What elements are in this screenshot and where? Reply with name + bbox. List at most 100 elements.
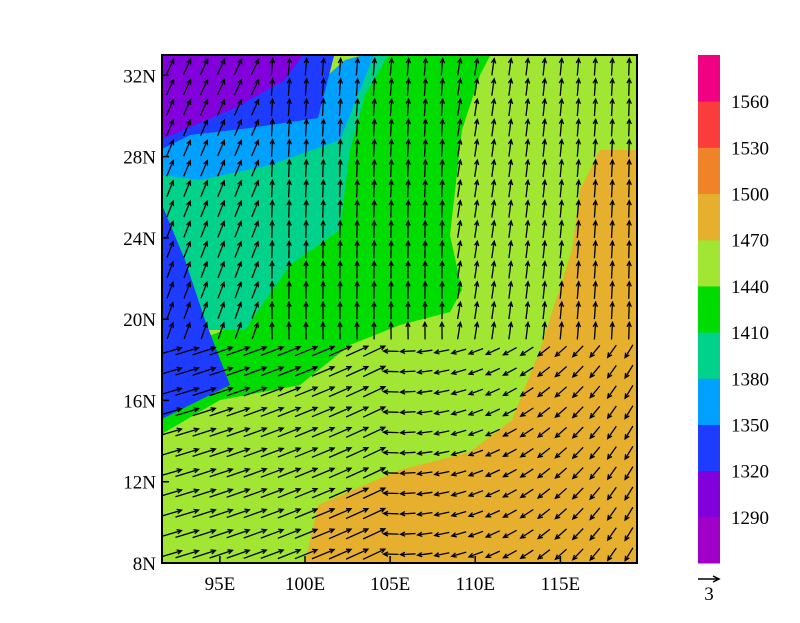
wind-arrow <box>337 158 343 178</box>
wind-arrow <box>199 57 209 75</box>
wind-arrow <box>354 117 361 137</box>
wind-arrow <box>502 367 517 376</box>
wind-arrow <box>422 219 428 238</box>
wind-arrow <box>541 239 548 259</box>
wind-arrow <box>536 346 551 357</box>
wind-arrow <box>251 159 260 177</box>
wind-arrow <box>554 345 568 358</box>
wind-arrow <box>260 345 285 357</box>
wind-arrow <box>592 56 599 76</box>
wind-arrow <box>507 199 514 218</box>
wind-arrow <box>175 447 200 457</box>
wind-arrow <box>294 447 319 458</box>
wind-arrow <box>354 178 360 198</box>
wind-arrow <box>405 280 411 299</box>
wind-arrow <box>345 386 370 398</box>
wind-arrow <box>422 320 428 340</box>
wind-arrow <box>165 57 175 75</box>
wind-arrow <box>388 300 394 320</box>
wind-arrow <box>473 158 480 177</box>
wind-vectors <box>162 56 634 562</box>
wind-arrow <box>303 320 309 340</box>
wind-arrow <box>433 369 450 375</box>
wind-arrow <box>250 78 260 96</box>
wind-arrow <box>362 365 387 378</box>
wind-arrow <box>337 117 344 137</box>
wind-arrow <box>536 386 551 398</box>
wind-arrow <box>166 179 175 197</box>
wind-arrow <box>354 280 360 299</box>
wind-arrow <box>192 488 217 498</box>
wind-arrow <box>507 260 514 279</box>
wind-arrow <box>277 548 302 560</box>
wind-arrow <box>311 487 336 499</box>
wind-arrow <box>405 320 411 340</box>
wind-arrow <box>490 97 497 117</box>
wind-arrow <box>609 56 615 76</box>
wind-arrow <box>269 259 275 279</box>
wind-arrow <box>269 320 275 340</box>
wind-arrow <box>354 320 360 340</box>
wind-arrow <box>175 529 200 539</box>
wind-arrow <box>519 508 534 519</box>
region <box>162 204 230 419</box>
wind-arrow <box>354 300 360 320</box>
wind-arrow <box>422 56 429 76</box>
wind-arrow <box>175 427 200 437</box>
wind-arrow <box>524 77 531 96</box>
wind-arrow <box>303 259 309 279</box>
wind-arrow <box>450 510 467 518</box>
wind-arrow <box>626 138 632 157</box>
wind-arrow <box>422 117 429 137</box>
wind-arrow <box>286 97 293 117</box>
wind-arrow <box>467 429 484 437</box>
wind-arrow <box>416 450 433 456</box>
wind-arrow <box>606 425 617 440</box>
wind-arrow <box>192 549 217 559</box>
wind-arrow <box>286 280 292 299</box>
wind-arrow <box>541 320 548 340</box>
wind-arrow <box>456 138 463 157</box>
wind-arrow <box>589 547 601 562</box>
wind-arrow <box>589 426 601 440</box>
wind-arrow <box>626 97 632 117</box>
wind-arrow <box>554 447 568 459</box>
wind-arrow <box>303 219 309 238</box>
wind-arrow <box>371 56 378 76</box>
wind-arrow <box>536 528 551 540</box>
wind-arrow <box>433 491 450 497</box>
wind-arrow <box>183 240 192 258</box>
wind-arrow <box>416 491 433 497</box>
wind-arrow <box>234 220 243 238</box>
wind-arrow <box>450 389 467 396</box>
wind-arrow <box>183 179 192 197</box>
wind-arrow <box>507 117 514 137</box>
wind-arrow <box>303 97 310 117</box>
wind-arrow <box>524 199 531 218</box>
wind-arrow <box>541 259 548 279</box>
wind-arrow <box>345 406 370 418</box>
wind-arrow <box>354 97 361 117</box>
wind-arrow <box>571 426 584 439</box>
wind-arrow <box>175 508 200 518</box>
wind-arrow <box>558 56 565 76</box>
wind-arrow <box>192 346 217 356</box>
wind-arrow <box>571 446 584 460</box>
wind-arrow <box>251 240 260 258</box>
wind-arrow <box>354 259 360 279</box>
wind-arrow <box>507 57 514 76</box>
wind-arrow <box>209 447 234 458</box>
wind-arrow <box>251 118 260 136</box>
colorbar-label: 1320 <box>731 462 769 483</box>
wind-arrow <box>450 429 467 436</box>
wind-arrow <box>192 386 217 397</box>
wind-arrow <box>269 158 275 178</box>
wind-arrow <box>328 406 353 418</box>
wind-arrow <box>484 509 501 518</box>
wind-arrow <box>606 547 617 562</box>
wind-arrow <box>609 158 615 178</box>
wind-arrow <box>541 280 548 299</box>
wind-arrow <box>243 447 268 458</box>
wind-arrow <box>199 98 209 116</box>
wind-arrow <box>233 78 243 96</box>
